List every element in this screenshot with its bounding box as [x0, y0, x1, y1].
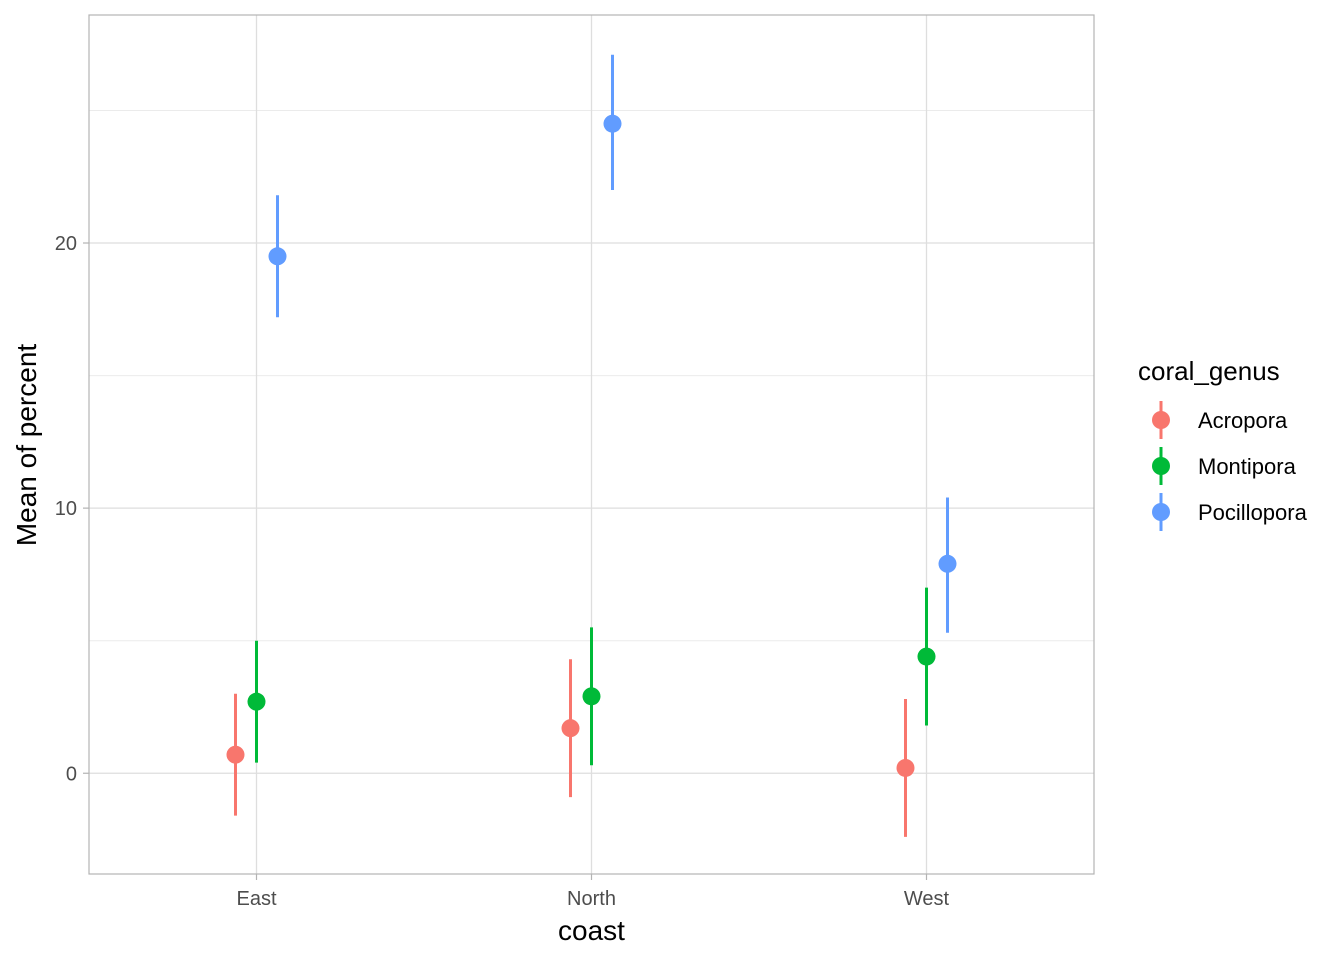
x-axis: East North West: [236, 874, 950, 910]
point-montipora: [917, 647, 936, 666]
legend-key-point: [1152, 457, 1170, 475]
x-axis-label: coast: [558, 915, 625, 946]
y-axis-label: Mean of percent: [11, 344, 42, 547]
y-tick-label: 0: [66, 763, 77, 785]
legend-title: coral_genus: [1138, 356, 1280, 386]
point-pocillopora: [268, 247, 287, 266]
legend: coral_genus Acropora Montipora Pocillopora: [1138, 356, 1308, 531]
x-tick-label: East: [236, 888, 276, 910]
y-tick-label: 20: [55, 233, 77, 255]
legend-label: Acropora: [1198, 408, 1288, 433]
point-montipora: [582, 687, 601, 706]
point-acropora: [561, 719, 580, 738]
data-marks: [226, 54, 957, 837]
legend-key-point: [1152, 411, 1170, 429]
y-axis: 0 10 20: [55, 233, 89, 785]
point-pocillopora: [603, 114, 622, 133]
x-tick-label: West: [904, 888, 950, 910]
legend-key-point: [1152, 503, 1170, 521]
point-pocillopora: [938, 554, 957, 573]
point-acropora: [226, 745, 245, 764]
x-tick-label: North: [567, 888, 616, 910]
legend-label: Pocillopora: [1198, 500, 1308, 525]
point-acropora: [896, 758, 915, 777]
legend-label: Montipora: [1198, 454, 1297, 479]
point-montipora: [247, 692, 266, 711]
y-tick-label: 10: [55, 498, 77, 520]
